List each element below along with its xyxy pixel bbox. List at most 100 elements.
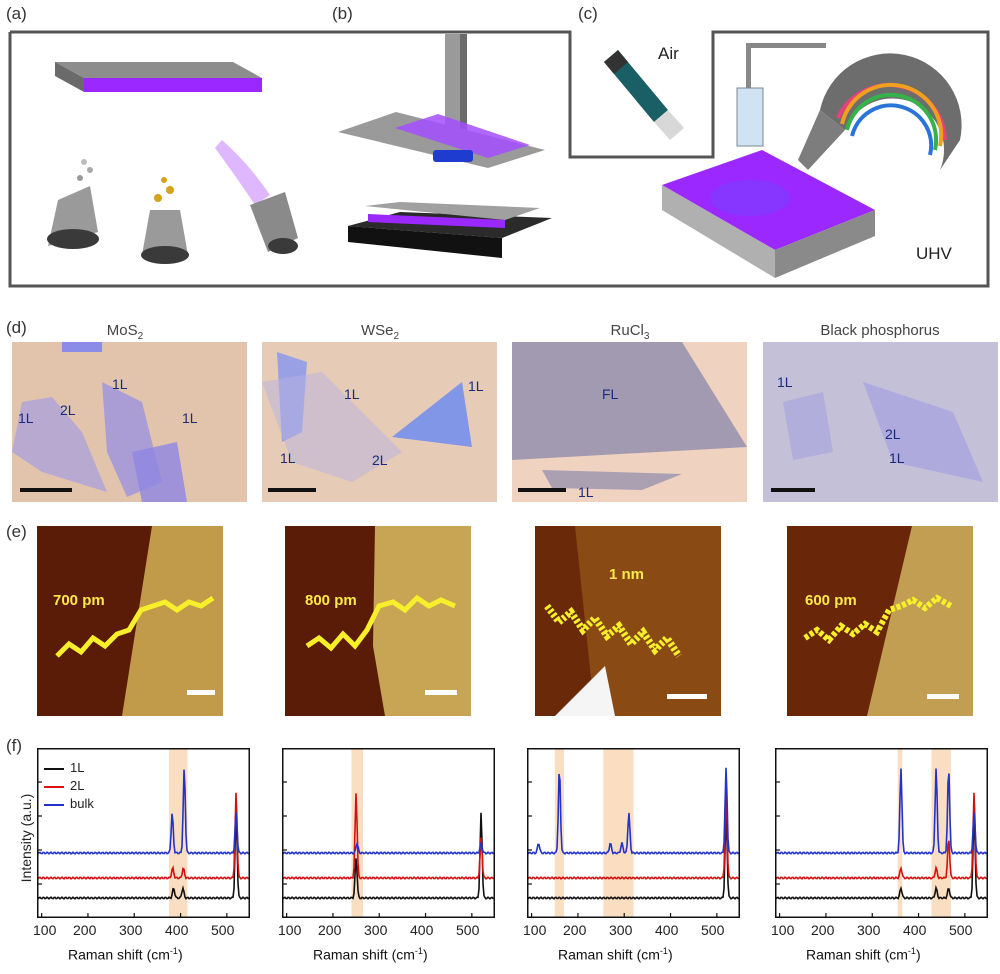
optical-image-mos2: 1L 2L 1L 1L (12, 342, 247, 502)
pen-icon (604, 50, 684, 140)
tick-label: 500 (949, 922, 973, 938)
series-line-bulk (37, 769, 250, 855)
afm-topography (55, 526, 223, 716)
optical-image-wse2: 1L 1L 1L 2L (262, 342, 497, 502)
raman-xlabel: Raman shift (cm-1) (68, 946, 183, 963)
flake-label: FL (602, 386, 619, 402)
raman-legend: 1L 2L bulk (44, 760, 94, 814)
rucl3-flake-shapes (512, 342, 747, 490)
raman-plot-1 (37, 748, 250, 918)
optical-title-bp: Black phosphorus (820, 322, 940, 339)
afm-topography (305, 526, 471, 716)
tick-label: 400 (410, 922, 434, 938)
scale-bar (927, 694, 959, 699)
tick-label: 200 (73, 922, 97, 938)
tick-label: 400 (165, 922, 189, 938)
flake-label: 1L (182, 410, 198, 426)
series-line-1l (775, 812, 988, 900)
tick-label: 200 (811, 922, 835, 938)
flake-label: 1L (578, 484, 594, 500)
scale-bar (667, 694, 707, 699)
tick-label: 300 (364, 922, 388, 938)
afm-topography (544, 526, 721, 716)
bp-flake-shapes (783, 382, 983, 482)
label-uhv: UHV (916, 244, 952, 263)
spectrometer-icon (798, 53, 962, 170)
tick-label: 500 (211, 922, 235, 938)
scale-bar (268, 488, 316, 492)
flake-label: 1L (468, 378, 484, 394)
panel-label-f: (f) (6, 736, 23, 755)
source-crucible-1 (47, 159, 99, 249)
flake-label: 2L (885, 426, 901, 442)
scale-bar (20, 488, 72, 492)
plasma-source (215, 140, 298, 254)
optical-image-bp: 1L 2L 1L (763, 342, 998, 502)
wse2-flake-shapes (262, 352, 472, 482)
afm-image-mos2: 700 pm (37, 526, 223, 716)
transfer-stage-b (338, 34, 552, 258)
raman-xlabel: Raman shift (cm-1) (313, 946, 428, 963)
optical-title-rucl3: RuCl3 (610, 322, 650, 342)
tick-label: 500 (701, 922, 725, 938)
step-height-label: 700 pm (53, 592, 105, 609)
raman-plot-2 (282, 748, 495, 918)
flake-label: 2L (60, 402, 76, 418)
afm-topography (803, 526, 973, 716)
tick-label: 200 (563, 922, 587, 938)
flake-label: 1L (889, 450, 905, 466)
tick-label: 400 (655, 922, 679, 938)
tick-label: 400 (903, 922, 927, 938)
plot-frame (282, 748, 495, 918)
flake-label: 1L (344, 386, 360, 402)
scale-bar (518, 488, 566, 492)
tick-label: 300 (857, 922, 881, 938)
highlight-band (603, 748, 634, 918)
flake-label: 1L (777, 374, 793, 390)
flake-label: 1L (18, 410, 34, 426)
mos2-flake-shapes (12, 342, 187, 502)
flake-label: 1L (112, 376, 128, 392)
panel-label-e: (e) (6, 522, 27, 541)
tick-label: 500 (456, 922, 480, 938)
series-line-2l (37, 792, 250, 880)
series-line-1l (527, 812, 740, 900)
scale-bar (771, 488, 815, 492)
plot-frame (37, 748, 250, 918)
panel-label-d: (d) (6, 318, 27, 337)
legend-item-bulk: bulk (44, 796, 94, 814)
source-crucible-2 (141, 177, 189, 264)
raman-plot-3 (527, 748, 740, 918)
uhv-sample-c (662, 43, 875, 278)
series-line-2l (282, 793, 495, 880)
panel-label-a: (a) (6, 4, 27, 23)
step-height-label: 1 nm (609, 566, 645, 583)
tick-label: 100 (33, 922, 57, 938)
series-line-bulk (282, 841, 495, 855)
series-line-bulk (527, 767, 740, 855)
substrate-plate-a (55, 62, 262, 92)
afm-image-rucl3: 1 nm (535, 526, 721, 716)
tick-label: 200 (318, 922, 342, 938)
plot-frame (527, 748, 740, 918)
panel-label-b: (b) (332, 4, 353, 23)
legend-item-2l: 2L (44, 778, 94, 796)
afm-image-bp: 600 pm (787, 526, 973, 716)
series-line-1l (37, 812, 250, 901)
flake-label: 2L (372, 452, 388, 468)
afm-image-wse2: 800 pm (285, 526, 471, 716)
optical-title-mos2: MoS2 (106, 322, 144, 342)
series-line-bulk (775, 768, 988, 855)
raman-xlabel: Raman shift (cm-1) (806, 946, 921, 963)
step-height-label: 800 pm (305, 592, 357, 609)
optical-title-wse2: WSe2 (360, 322, 400, 342)
step-height-label: 600 pm (805, 592, 857, 609)
highlight-band (897, 748, 903, 918)
scale-bar (425, 690, 457, 695)
optical-image-rucl3: FL 1L (512, 342, 747, 502)
highlight-band (554, 748, 565, 918)
tick-label: 300 (119, 922, 143, 938)
schematic-frame (8, 30, 990, 288)
flake-label: 1L (280, 450, 296, 466)
tick-label: 100 (523, 922, 547, 938)
